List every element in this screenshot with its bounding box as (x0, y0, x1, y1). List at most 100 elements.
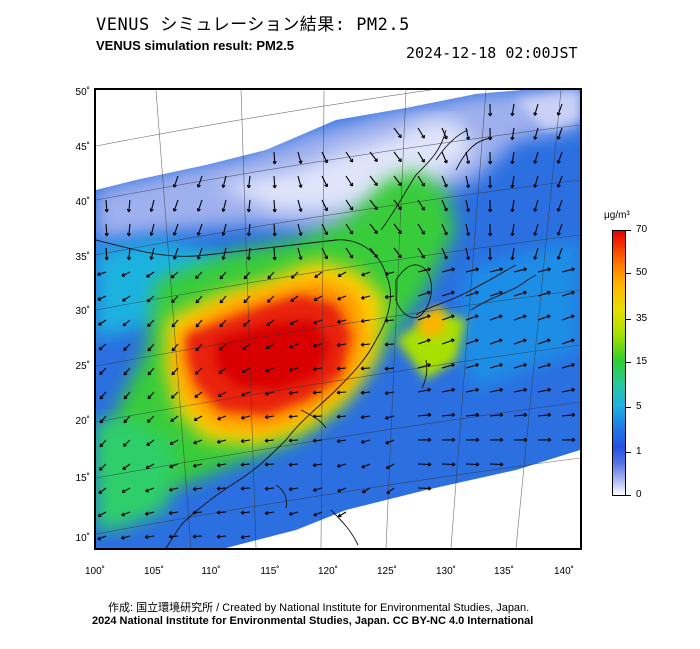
wind-arrow (264, 391, 275, 396)
wind-arrow (149, 247, 155, 260)
wind-arrow (243, 271, 251, 280)
wind-arrow (216, 510, 227, 515)
wind-arrow (417, 462, 432, 467)
wind-arrow (513, 338, 527, 345)
wind-arrow (337, 295, 347, 301)
wind-arrow (246, 199, 252, 213)
wind-arrow (513, 363, 527, 369)
wind-arrow (489, 363, 503, 369)
wind-arrow (336, 342, 347, 348)
wind-arrow (384, 415, 395, 420)
colorbar-tick (626, 362, 631, 363)
wind-arrow (196, 199, 203, 212)
wind-arrow (360, 390, 371, 395)
wind-arrow (510, 223, 515, 237)
wind-arrow (170, 415, 179, 422)
wind-arrow (264, 510, 275, 516)
wind-arrow (386, 487, 395, 495)
wind-arrow (465, 223, 471, 237)
wind-arrow (196, 247, 203, 260)
wind-arrow (393, 247, 402, 259)
wind-arrow (556, 247, 563, 260)
wind-arrow (441, 412, 456, 418)
wind-arrow (489, 462, 504, 467)
wind-arrow (465, 363, 479, 369)
wind-arrow (489, 437, 504, 442)
wind-arrow (314, 271, 323, 278)
wind-arrow (360, 342, 371, 347)
wind-arrow (537, 338, 551, 345)
graticule (96, 90, 580, 548)
wind-arrow (192, 486, 203, 492)
wind-arrow (290, 295, 299, 302)
wind-arrow (337, 487, 347, 493)
wind-arrow (321, 223, 329, 236)
wind-arrow (98, 343, 107, 351)
wind-arrow (393, 151, 402, 163)
wind-arrow (360, 414, 371, 420)
wind-arrow (97, 535, 107, 541)
lat-label-15: 15˚ (75, 473, 90, 484)
wind-arrow (266, 295, 275, 303)
wind-arrow (336, 390, 347, 395)
wind-arrow (441, 338, 455, 345)
wind-arrow (168, 534, 179, 539)
wind-arrow (297, 199, 303, 212)
wind-arrow (441, 290, 455, 297)
wind-arrow (265, 367, 275, 373)
wind-arrow (417, 175, 425, 187)
wind-arrow (556, 223, 563, 236)
lon-label-130: 130˚ (435, 566, 456, 577)
wind-arrow (121, 487, 131, 494)
wind-arrow (171, 367, 179, 376)
wind-arrow (172, 175, 179, 188)
wind-arrow (533, 199, 539, 212)
wind-arrow (537, 437, 552, 442)
wind-arrow (556, 151, 563, 164)
wind-arrow (321, 151, 329, 164)
wind-arrow (195, 343, 203, 352)
wind-arrow (561, 338, 575, 345)
wind-arrow (441, 267, 455, 273)
wind-arrow (99, 415, 107, 424)
wind-arrow (533, 223, 539, 236)
wind-arrow (99, 391, 107, 400)
wind-arrow (241, 391, 251, 397)
wind-arrow (510, 199, 515, 213)
wind-arrow (288, 390, 299, 396)
wind-arrow (345, 247, 354, 259)
wind-arrow (441, 151, 448, 164)
wind-arrow (556, 127, 563, 140)
wind-arrow (465, 338, 479, 345)
wind-arrow (193, 439, 203, 445)
wind-arrow (144, 534, 155, 540)
wind-arrow (171, 319, 179, 328)
wind-arrow (533, 103, 539, 116)
wind-arrow (168, 510, 179, 516)
wind-arrow (99, 367, 107, 376)
wind-arrow (417, 486, 432, 491)
wind-arrow (96, 271, 107, 277)
wind-arrow (171, 295, 179, 304)
wind-arrow (441, 462, 456, 467)
wind-arrow (219, 319, 227, 328)
wind-arrow (537, 387, 552, 393)
colorbar-label-35: 35 (636, 313, 648, 324)
wind-arrow (510, 247, 515, 261)
wind-arrow (97, 511, 107, 518)
wind-arrow (195, 271, 203, 280)
lat-label-30: 30˚ (75, 306, 90, 317)
colorbar-tick (626, 273, 631, 274)
wind-arrow (417, 412, 432, 418)
wind-arrow (169, 439, 179, 446)
wind-arrow (345, 223, 354, 235)
wind-arrow (195, 319, 203, 328)
wind-arrow (393, 175, 402, 187)
wind-arrow (288, 486, 299, 492)
wind-arrow (465, 462, 480, 467)
title-english: VENUS simulation result: PM2.5 (96, 38, 294, 53)
wind-arrow (217, 415, 227, 421)
colorbar-label-1: 1 (636, 446, 642, 457)
wind-arrow (465, 412, 480, 418)
wind-arrow (218, 367, 227, 374)
